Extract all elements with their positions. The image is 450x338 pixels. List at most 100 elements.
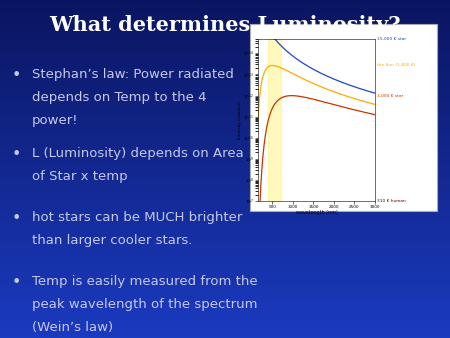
Bar [0, 274, 450, 275]
Bar [0, 250, 450, 252]
Bar [0, 186, 450, 188]
Bar [0, 142, 450, 144]
Text: •: • [11, 68, 21, 82]
Bar [0, 64, 450, 66]
Bar [0, 106, 450, 108]
Bar [0, 211, 450, 213]
Bar [0, 303, 450, 304]
Bar [0, 29, 450, 30]
Bar [250, 24, 436, 211]
Bar [0, 208, 450, 210]
Bar [0, 52, 450, 54]
Bar [0, 84, 450, 86]
Bar [0, 139, 450, 140]
Bar [0, 294, 450, 296]
Bar [0, 279, 450, 281]
Bar [0, 177, 450, 179]
Bar [0, 76, 450, 78]
Bar [0, 27, 450, 29]
Text: •: • [11, 211, 21, 226]
Bar [0, 309, 450, 311]
Bar [0, 331, 450, 333]
Bar [0, 314, 450, 316]
Bar [0, 103, 450, 105]
Bar [0, 49, 450, 51]
Bar [0, 198, 450, 199]
Bar [0, 117, 450, 118]
Bar [0, 61, 450, 63]
Bar [0, 308, 450, 309]
Bar [0, 254, 450, 255]
Bar [0, 259, 450, 260]
Bar [0, 8, 450, 10]
Bar [0, 30, 450, 32]
Bar [0, 123, 450, 125]
Bar [0, 218, 450, 220]
Bar [0, 183, 450, 184]
Bar [0, 262, 450, 264]
Text: •: • [11, 147, 21, 162]
Bar [268, 39, 281, 201]
Bar [0, 154, 450, 155]
Bar [0, 181, 450, 183]
Bar [0, 169, 450, 171]
Bar [0, 118, 450, 120]
Bar [0, 130, 450, 132]
Bar [0, 223, 450, 225]
Bar [0, 110, 450, 112]
Bar [0, 267, 450, 269]
Bar [0, 226, 450, 228]
Bar [0, 0, 450, 2]
Bar [0, 115, 450, 117]
Bar [0, 101, 450, 103]
Bar [0, 120, 450, 122]
Bar [0, 326, 450, 328]
X-axis label: wavelength (nm): wavelength (nm) [296, 211, 338, 216]
Bar [0, 166, 450, 167]
Bar [0, 194, 450, 196]
Bar [0, 39, 450, 41]
Text: 3,000 K star: 3,000 K star [377, 94, 404, 98]
Text: 4: 4 [360, 172, 366, 181]
Bar [0, 330, 450, 331]
Bar [0, 15, 450, 17]
Bar [0, 128, 450, 130]
Bar [0, 188, 450, 189]
Bar [0, 321, 450, 323]
Bar [0, 42, 450, 44]
Text: Temp is easily measured from the: Temp is easily measured from the [32, 275, 257, 288]
Bar [0, 191, 450, 193]
Bar [0, 275, 450, 277]
Bar [0, 86, 450, 88]
Bar [0, 213, 450, 215]
Bar [0, 199, 450, 201]
Text: •: • [11, 275, 21, 290]
Text: Stephan’s law: Power radiated: Stephan’s law: Power radiated [32, 68, 234, 80]
Bar [0, 112, 450, 113]
Text: depends on Temp to the 4: depends on Temp to the 4 [32, 91, 206, 103]
Bar [0, 243, 450, 245]
Bar [0, 245, 450, 247]
Bar [0, 122, 450, 123]
Bar [0, 289, 450, 291]
Text: hot stars can be MUCH brighter: hot stars can be MUCH brighter [32, 211, 242, 224]
Bar [0, 66, 450, 68]
Bar [0, 19, 450, 20]
Bar [0, 134, 450, 135]
Bar [0, 149, 450, 150]
Bar [0, 184, 450, 186]
Bar [0, 127, 450, 128]
Bar [0, 69, 450, 71]
Bar [0, 162, 450, 164]
Bar [0, 7, 450, 8]
Bar [0, 83, 450, 84]
Bar [0, 260, 450, 262]
Bar [0, 232, 450, 233]
Bar [0, 228, 450, 230]
Bar [0, 22, 450, 24]
Bar [0, 296, 450, 297]
Bar [0, 220, 450, 221]
Bar [0, 105, 450, 106]
Bar [0, 73, 450, 74]
Bar [0, 59, 450, 61]
